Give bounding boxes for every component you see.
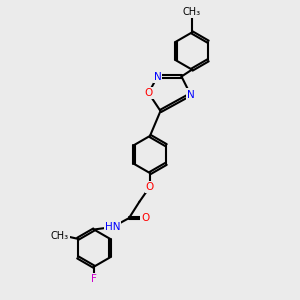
Text: O: O xyxy=(146,182,154,192)
Text: O: O xyxy=(144,88,153,98)
Text: CH₃: CH₃ xyxy=(51,231,69,241)
Text: CH₃: CH₃ xyxy=(183,7,201,17)
Text: N: N xyxy=(154,71,161,82)
Text: HN: HN xyxy=(105,222,120,232)
Text: F: F xyxy=(91,274,97,284)
Text: O: O xyxy=(141,213,150,223)
Text: N: N xyxy=(187,89,194,100)
